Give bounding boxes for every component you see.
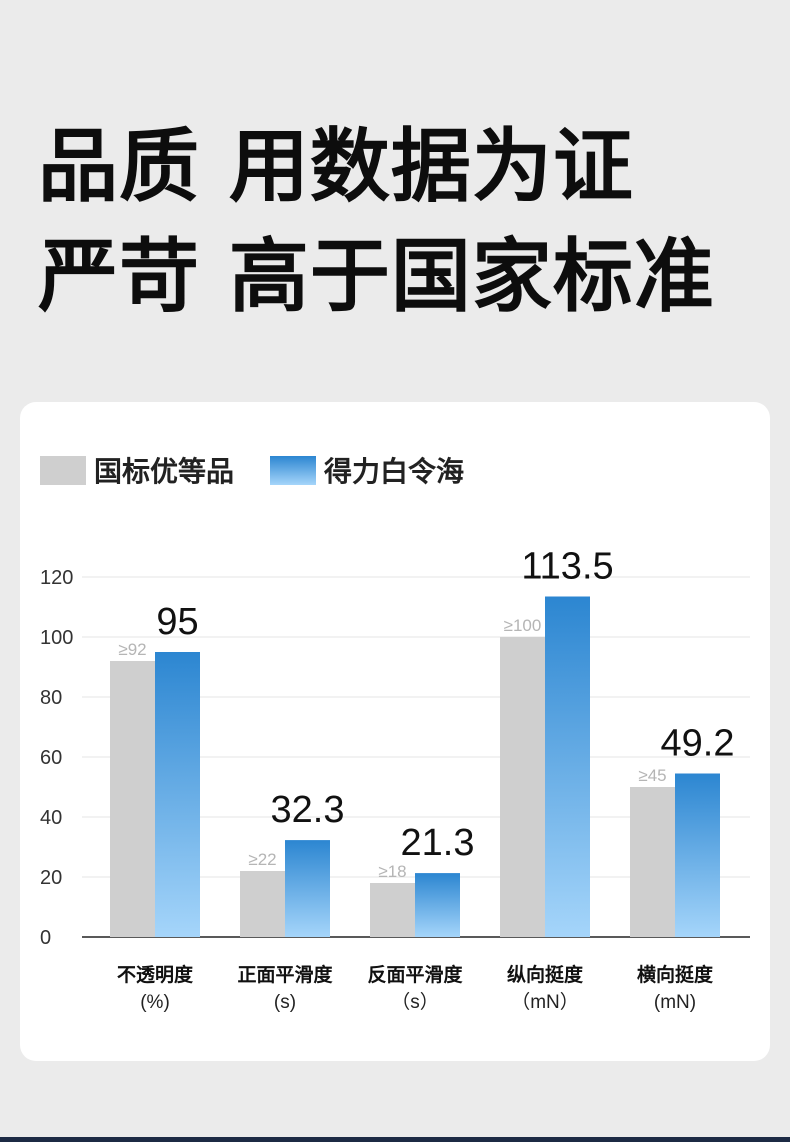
standard-bar-label: ≥22 [248,850,276,869]
product-bar-label: 21.3 [401,822,475,864]
legend-item-product: 得力白令海 [270,450,464,490]
standard-bar-label: ≥18 [378,862,406,881]
product-bar [545,596,590,937]
headline-line-1: 品质 用数据为证 [38,120,634,213]
bar-chart: 0 20 40 60 80 100 120 ≥92 95 不透明度 (%) ≥22 32.3 正面平滑度 (… [40,546,750,1013]
category-unit-label: (s) [274,992,296,1013]
headline-line-2: 严苛 高于国家标准 [38,230,715,323]
y-tick-label: 0 [40,927,51,949]
category-unit-label: (mN) [654,992,696,1013]
category-label: 不透明度 [117,963,194,986]
legend-label-product: 得力白令海 [324,455,465,488]
bottom-accent-bar [0,1137,790,1142]
product-bar-label: 95 [156,601,198,643]
standard-bar-label: ≥92 [118,640,146,659]
category-label: 横向挺度 [637,963,714,986]
standard-bar-label: ≥100 [504,616,542,635]
y-tick-label: 120 [40,567,73,589]
category-unit-label: （s） [391,991,439,1013]
product-bar [675,773,720,937]
y-tick-label: 60 [40,747,62,769]
y-tick-label: 80 [40,687,62,709]
product-bar [285,840,330,937]
headline: 品质 用数据为证 严苛 高于国家标准 [38,112,715,332]
category-unit-label: (%) [140,992,170,1013]
standard-bar-label: ≥45 [638,766,666,785]
category-label: 正面平滑度 [237,963,333,986]
standard-bar [370,883,415,937]
product-bar [155,652,200,937]
standard-bar [630,787,675,937]
chart-card: 国标优等品 得力白令海 0 20 40 60 80 100 120 ≥92 95 不透明度 (%) ≥… [20,402,770,1061]
product-bar [415,873,460,937]
product-bar-label: 32.3 [271,789,345,831]
product-bar-label: 49.2 [661,723,735,765]
category-label: 反面平滑度 [367,963,463,986]
product-bar-label: 113.5 [521,546,613,588]
category-unit-label: （mN） [511,991,579,1013]
standard-bar [240,871,285,937]
y-tick-label: 40 [40,807,62,829]
y-tick-label: 100 [40,627,73,649]
category-label: 纵向挺度 [507,963,584,986]
legend-swatch-product [270,455,317,485]
chart-legend: 国标优等品 得力白令海 [40,450,500,490]
standard-bar [500,637,545,937]
standard-bar [110,661,155,937]
legend-swatch-standard [40,455,86,485]
legend-label-standard: 国标优等品 [94,455,235,488]
y-tick-label: 20 [40,867,62,889]
legend-item-standard: 国标优等品 [40,450,234,490]
